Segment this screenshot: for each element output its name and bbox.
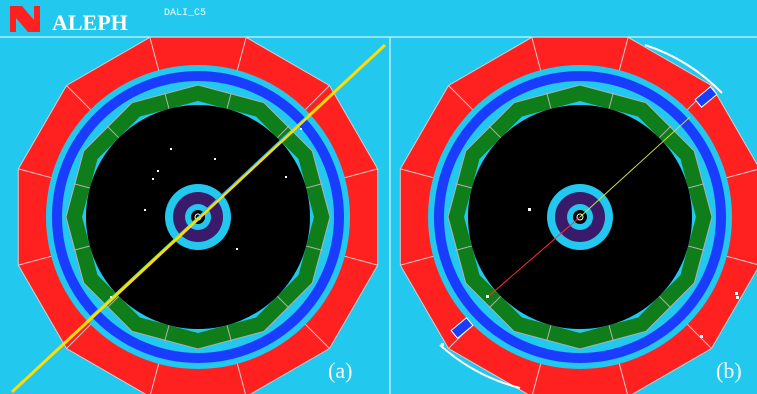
hit [157,170,159,172]
panel-b [400,37,757,394]
page: ALEPH DALI_C5 (a) (b) (() => { const dat… [0,0,757,394]
panel-a [12,37,385,394]
panel-label: (a) [328,358,352,383]
hit [110,296,112,298]
hit [441,343,444,346]
hit [285,176,287,178]
aleph-logo-icon [10,6,40,32]
hit [236,248,238,250]
hit [170,148,172,150]
hit [736,296,739,299]
logo-text: ALEPH [52,10,128,35]
hit [214,158,216,160]
hit [144,209,146,211]
panel-label: (b) [716,358,742,383]
program-name: DALI_C5 [164,8,206,19]
hit [528,208,531,211]
hit [300,128,302,130]
hit [152,178,154,180]
event-display: ALEPH DALI_C5 (a) (b) [0,0,757,394]
hit [735,292,738,295]
hit [700,335,703,338]
hit [486,295,489,298]
